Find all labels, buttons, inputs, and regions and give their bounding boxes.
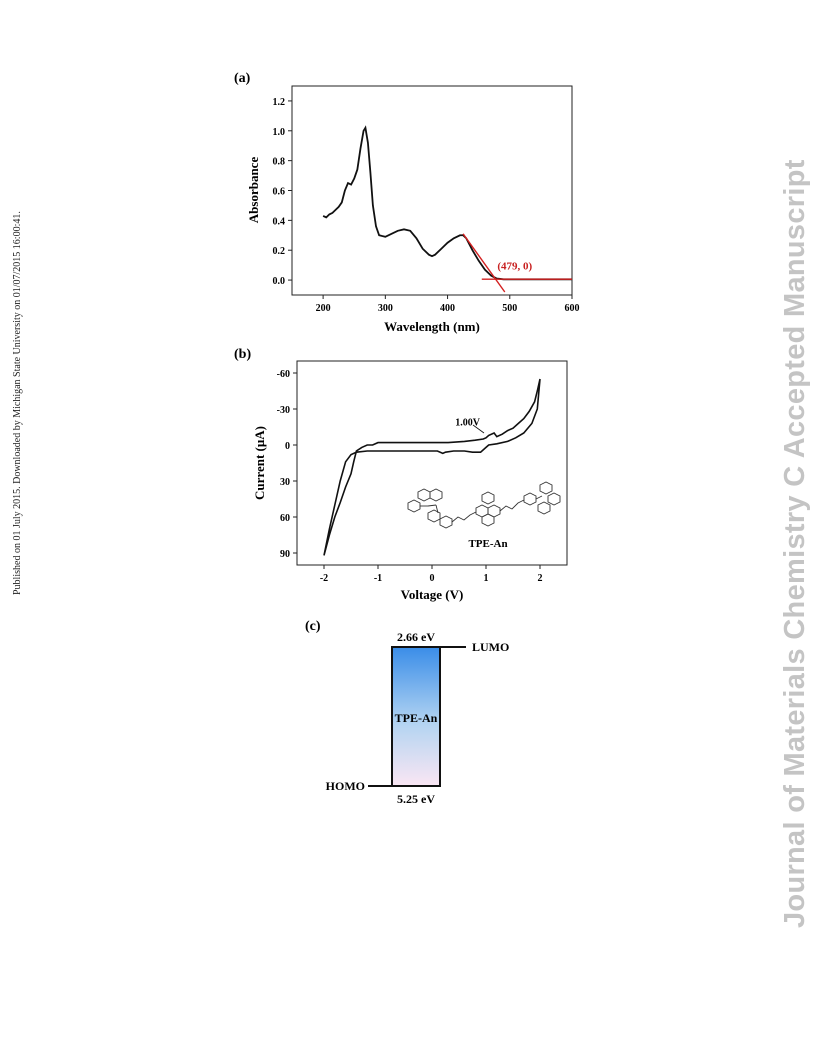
onset-voltage-annotation: 1.00V xyxy=(455,417,481,428)
y-tick-label-a: 0.2 xyxy=(273,246,286,257)
y-tick-label-a: 1.0 xyxy=(273,127,286,138)
y-tick-label-b: -30 xyxy=(277,405,290,416)
x-tick-label-b: 2 xyxy=(538,573,543,584)
molecule-label: TPE-An xyxy=(468,538,507,550)
y-tick-label-a: 0.8 xyxy=(273,157,286,168)
panel-label-a: (a) xyxy=(234,71,251,86)
panel-label-b: (b) xyxy=(234,347,251,362)
x-tick-label-a: 400 xyxy=(440,303,455,314)
cv-curve xyxy=(323,378,541,556)
onset-annotation: (479, 0) xyxy=(497,261,532,273)
energy-gap-box xyxy=(391,646,441,787)
y-tick-label-a: 1.2 xyxy=(273,97,286,108)
y-axis-label-b: Current (μA) xyxy=(252,426,267,500)
y-tick-label-b: 0 xyxy=(285,441,290,452)
onset-arrow xyxy=(472,424,485,434)
y-tick-label-b: -60 xyxy=(277,369,290,380)
y-tick-label-a: 0.6 xyxy=(273,187,286,198)
tangent-line xyxy=(462,233,506,293)
cv-chart: (b) -60 -30 0 30 60 90 -2 -1 0 1 2 1.00V TPE-An V… xyxy=(234,347,568,602)
x-tick-label-a: 600 xyxy=(565,303,580,314)
panel-label-c: (c) xyxy=(305,619,321,634)
x-tick-label-a: 300 xyxy=(378,303,393,314)
y-tick-label-a: 0.0 xyxy=(273,276,286,287)
absorbance-curve xyxy=(322,125,572,281)
tpe-an-molecule xyxy=(407,481,561,529)
x-tick-label-a: 200 xyxy=(316,303,331,314)
x-tick-label-a: 500 xyxy=(502,303,517,314)
absorbance-chart: (a) 0.0 0.2 0.4 0.6 0.8 1.0 1.2 200 300 400 500 60… xyxy=(234,71,580,334)
x-tick-label-b: 0 xyxy=(430,573,435,584)
x-tick-label-b: -1 xyxy=(374,573,382,584)
x-axis-label-a: Wavelength (nm) xyxy=(384,319,480,334)
homo-value: 5.25 eV xyxy=(397,792,435,806)
lumo-value: 2.66 eV xyxy=(397,630,435,644)
homo-label: HOMO xyxy=(326,779,365,793)
y-tick-label-b: 60 xyxy=(280,513,290,524)
x-tick-label-b: 1 xyxy=(484,573,489,584)
x-axis-label-b: Voltage (V) xyxy=(401,587,464,602)
y-tick-label-b: 90 xyxy=(280,549,290,560)
y-tick-label-a: 0.4 xyxy=(273,216,286,227)
y-tick-label-b: 30 xyxy=(280,477,290,488)
y-axis-label-a: Absorbance xyxy=(246,157,261,224)
box-label: TPE-An xyxy=(395,711,438,725)
x-tick-label-b: -2 xyxy=(320,573,328,584)
lumo-label: LUMO xyxy=(472,640,509,654)
energy-level-diagram: (c) 2.66 eV 5.25 eV LUMO HOMO TPE-An xyxy=(305,619,509,806)
